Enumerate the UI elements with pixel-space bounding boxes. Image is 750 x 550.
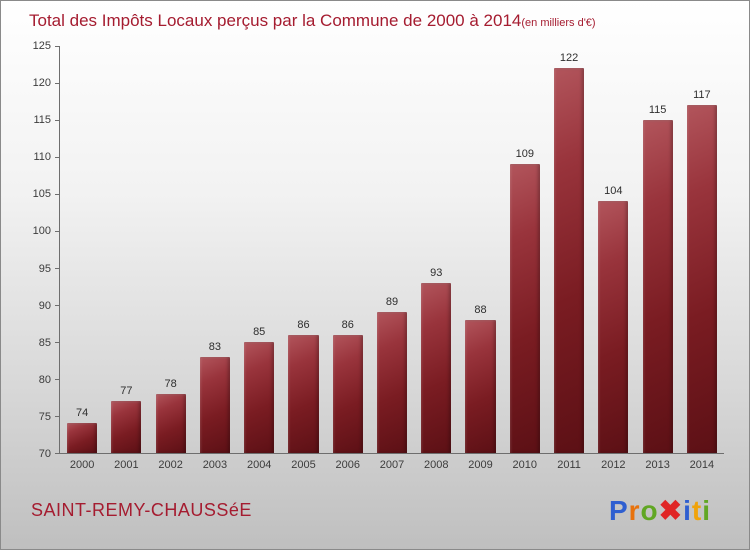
x-axis-label: 2013 <box>645 459 670 471</box>
bar <box>465 319 496 453</box>
y-tick-label: 95 <box>38 262 51 275</box>
bar-slot: 86 2006 <box>326 46 370 471</box>
x-axis-label: 2003 <box>202 459 228 471</box>
y-tick-label: 105 <box>32 188 51 201</box>
proxiti-logo: Pro✖iti <box>609 494 711 527</box>
bar <box>288 334 319 453</box>
bar-value-label: 78 <box>164 377 177 390</box>
y-tick-mark <box>55 230 60 232</box>
bar-slot: 104 2012 <box>591 46 635 471</box>
y-tick-mark <box>55 119 60 121</box>
bar <box>111 401 142 453</box>
commune-name: SAINT-REMY-CHAUSSéE <box>31 500 252 520</box>
x-axis-label: 2007 <box>379 459 405 471</box>
bar-slot: 83 2003 <box>193 46 237 471</box>
bar <box>67 423 98 453</box>
bar-slot: 77 2001 <box>104 46 148 471</box>
x-axis-label: 2009 <box>468 459 493 471</box>
y-tick-mark <box>55 304 60 306</box>
y-tick-label: 110 <box>33 151 51 164</box>
x-axis-label: 2008 <box>424 459 449 471</box>
plot-area: 74 2000 77 2001 78 2002 83 2003 85 2004 86 2005 86 20… <box>55 45 724 471</box>
logo-letter: r <box>628 495 641 526</box>
bar-slot: 89 2007 <box>370 46 414 471</box>
logo-letter: i <box>702 495 711 526</box>
logo-letter: i <box>683 495 692 526</box>
chart-subtitle: (en milliers d'€) <box>521 17 596 29</box>
bar-slot: 85 2004 <box>237 46 281 471</box>
y-tick-mark <box>55 82 60 84</box>
y-tick-mark <box>55 267 60 269</box>
bar-value-label: 115 <box>648 104 667 116</box>
logo-letter: P <box>608 495 629 526</box>
bar-value-label: 74 <box>76 407 89 420</box>
bar-value-label: 77 <box>120 385 133 398</box>
bar-slot: 109 2010 <box>503 46 547 471</box>
y-tick-label: 125 <box>32 40 51 52</box>
y-tick-mark <box>55 45 60 47</box>
bar <box>554 68 585 453</box>
y-tick-label: 90 <box>38 299 51 312</box>
bar-slot: 86 2005 <box>281 46 325 471</box>
chart-header: Total des Impôts Locaux perçus par la Co… <box>29 11 739 31</box>
bar-slot: 93 2008 <box>414 46 458 471</box>
bar-value-label: 93 <box>430 266 443 279</box>
y-tick-label: 70 <box>38 448 51 460</box>
logo-letter: t <box>691 495 703 526</box>
x-axis-label: 2012 <box>601 459 626 471</box>
bar-value-label: 86 <box>341 318 354 331</box>
y-tick-label: 80 <box>38 373 51 386</box>
bar <box>155 393 186 453</box>
x-axis-label: 2004 <box>246 459 272 471</box>
chart-title: Total des Impôts Locaux perçus par la Co… <box>29 11 522 30</box>
x-axis-label: 2000 <box>69 459 95 471</box>
x-axis-label: 2001 <box>114 459 139 471</box>
bar <box>376 312 408 453</box>
bar <box>686 105 717 453</box>
y-tick-mark <box>55 193 60 195</box>
y-axis-labels: 70 75 80 85 90 95 100 105 110 115 120 125 <box>19 40 57 460</box>
bar-slot: 122 2011 <box>547 46 591 471</box>
y-tick-label: 120 <box>32 77 51 90</box>
bar <box>509 164 540 453</box>
y-tick-label: 115 <box>33 114 51 127</box>
logo-letter: o <box>640 495 659 526</box>
bar-value-label: 117 <box>693 89 711 102</box>
y-tick-mark <box>55 415 60 417</box>
y-tick-mark <box>55 341 60 343</box>
bar-value-label: 109 <box>515 148 534 161</box>
bar-slot: 88 2009 <box>458 46 502 471</box>
bar-value-label: 104 <box>604 185 623 198</box>
bar-slot: 74 2000 <box>60 46 104 471</box>
y-tick-label: 75 <box>38 410 51 423</box>
y-tick-label: 100 <box>32 225 51 238</box>
x-axis-label: 2002 <box>158 459 183 471</box>
bar <box>332 334 363 453</box>
bar-value-label: 122 <box>559 52 579 65</box>
bar-value-label: 86 <box>297 318 310 331</box>
bar-slot: 115 2013 <box>635 46 679 471</box>
bar <box>598 201 629 453</box>
bar-value-label: 83 <box>208 340 222 353</box>
x-axis-label: 2005 <box>291 459 316 471</box>
bar <box>199 356 230 453</box>
bar-value-label: 88 <box>474 303 487 316</box>
x-axis-label: 2006 <box>335 459 360 471</box>
y-tick-mark <box>55 156 60 158</box>
bar-slot: 117 2014 <box>680 46 724 471</box>
x-axis-label: 2010 <box>512 459 538 471</box>
logo-letter: ✖ <box>658 495 684 526</box>
bar <box>642 120 673 453</box>
x-axis-label: 2014 <box>689 459 715 471</box>
bar <box>421 282 452 453</box>
bar-value-label: 89 <box>385 296 399 309</box>
bar-value-label: 85 <box>253 326 266 338</box>
y-tick-mark <box>55 452 60 454</box>
x-axis-label: 2011 <box>557 459 581 471</box>
y-tick-label: 85 <box>38 336 51 349</box>
y-tick-mark <box>55 378 60 380</box>
bar-slot: 78 2002 <box>149 46 193 471</box>
bar <box>244 342 275 453</box>
